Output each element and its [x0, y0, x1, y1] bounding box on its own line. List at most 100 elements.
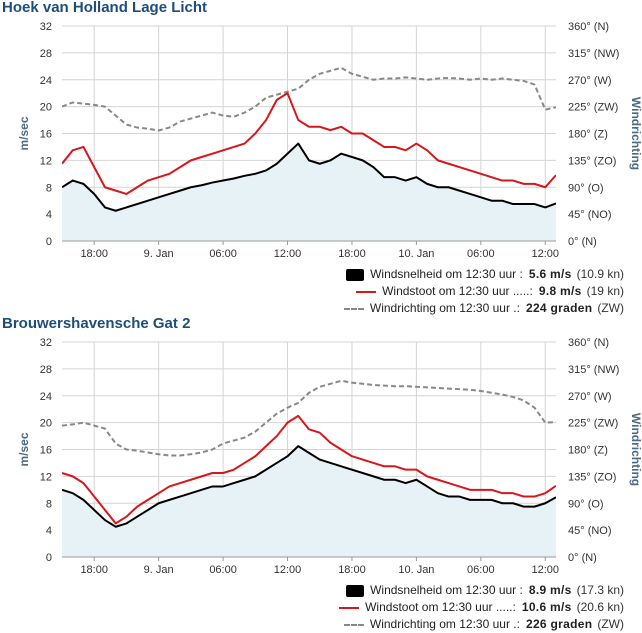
x-tick-label: 12:00 — [274, 248, 302, 260]
x-tick-label: 06:00 — [467, 248, 495, 260]
legend-red-line-icon — [339, 603, 360, 613]
legend-value: 5.6 m/s — [528, 267, 572, 281]
legend-value: 224 graden — [525, 301, 593, 315]
x-tick-label: 10. Jan — [398, 248, 434, 260]
legend-row-windsnelheid[interactable]: Windsnelheid om 12:30 uur : 8.9 m/s (17.3 … — [339, 582, 624, 599]
y-tick-label: 32 — [40, 21, 52, 33]
legend-row-windrichting[interactable]: Windrichting om 12:30 uur .: 226 graden (Z… — [339, 616, 624, 633]
legend-label: Windstoot om 12:30 uur .....: — [365, 600, 516, 614]
legend-red-line-icon — [356, 287, 377, 297]
x-tick-label: 12:00 — [274, 564, 302, 576]
x-tick-label: 18:00 — [80, 564, 108, 576]
y2-tick-label: 315° (NW) — [568, 48, 619, 60]
legend-value: 10.6 m/s — [521, 600, 572, 614]
y-tick-label: 28 — [40, 364, 52, 376]
x-tick-label: 06:00 — [467, 564, 495, 576]
legend-value: 8.9 m/s — [528, 583, 572, 597]
x-tick-label: 18:00 — [338, 248, 366, 260]
y-tick-label: 24 — [40, 391, 52, 403]
series-line-windstoot — [62, 414, 556, 525]
y-tick-label: 8 — [46, 182, 52, 194]
series-line-windsnelheid — [62, 142, 556, 212]
chart-legend: Windsnelheid om 12:30 uur : 8.9 m/s (17.3 … — [339, 582, 624, 633]
y-tick-label: 8 — [46, 498, 52, 510]
y2-tick-label: 360° (N) — [568, 21, 609, 33]
legend-row-windstoot[interactable]: Windstoot om 12:30 uur .....: 9.8 m/s (19 … — [344, 283, 624, 300]
legend-label: Windrichting om 12:30 uur .: — [369, 617, 520, 631]
legend-dashed-line-icon — [343, 620, 364, 630]
y2-tick-label: 0° (N) — [568, 236, 597, 248]
legend-conversion: (ZW) — [597, 301, 624, 315]
x-tick-label: 12:00 — [531, 564, 559, 576]
y2-tick-label: 0° (N) — [568, 552, 597, 564]
series-line-windstoot — [62, 92, 556, 195]
y2-tick-label: 180° (Z) — [568, 129, 608, 141]
series-line-windrichting — [62, 379, 556, 457]
y-axis-title: m/sec — [17, 116, 31, 150]
chart-legend: Windsnelheid om 12:30 uur : 5.6 m/s (10.9 … — [343, 266, 624, 317]
y2-tick-label: 315° (NW) — [568, 364, 619, 376]
wind-speed-area — [62, 143, 556, 241]
legend-row-windstoot[interactable]: Windstoot om 12:30 uur .....: 10.6 m/s (20… — [339, 599, 624, 616]
y2-tick-label: 270° (W) — [568, 75, 612, 87]
legend-label: Windsnelheid om 12:30 uur : — [370, 267, 523, 281]
y2-tick-label: 135° (ZO) — [568, 471, 616, 483]
y-tick-label: 4 — [46, 209, 52, 221]
legend-row-windrichting[interactable]: Windrichting om 12:30 uur .: 224 graden (Z… — [343, 300, 624, 317]
y2-tick-label: 180° (Z) — [568, 445, 608, 457]
series-line-windsnelheid — [62, 445, 556, 528]
wind-chart-hoek-van-holland: 0 4 8 12 16 20 24 28 32 0° (N) 45° (NO) 90° (O) 135°… — [17, 21, 642, 260]
legend-label: Windstoot om 12:30 uur .....: — [382, 284, 533, 298]
y2-tick-label: 45° (NO) — [568, 209, 612, 221]
plot-area — [62, 379, 556, 557]
chart-panel-hoek-van-holland: Hoek van Holland Lage Licht 0 4 8 12 16 20 24 2… — [0, 0, 642, 316]
y-tick-label: 20 — [40, 102, 52, 114]
y-axis-title: m/sec — [17, 432, 31, 466]
y2-tick-label: 360° (N) — [568, 337, 609, 349]
y-tick-label: 16 — [40, 445, 52, 457]
y-tick-label: 28 — [40, 48, 52, 60]
y-tick-label: 4 — [46, 525, 52, 537]
x-tick-label: 18:00 — [80, 248, 108, 260]
wind-chart-brouwershavensche-gat: 0 4 8 12 16 20 24 28 32 0° (N) 45° (NO) 90° (O) 135°… — [17, 337, 642, 576]
y-tick-label: 24 — [40, 75, 52, 87]
x-tick-label: 10. Jan — [398, 564, 434, 576]
x-tick-label: 06:00 — [209, 248, 237, 260]
x-tick-label: 12:00 — [531, 248, 559, 260]
y2-tick-label: 135° (ZO) — [568, 155, 616, 167]
y2-tick-label: 90° (O) — [568, 182, 604, 194]
y2-axis-title: Windrichting — [629, 413, 642, 486]
x-tick-label: 18:00 — [338, 564, 366, 576]
y-tick-label: 0 — [46, 236, 52, 248]
legend-black-box-icon — [346, 268, 365, 281]
legend-conversion: (ZW) — [597, 617, 624, 631]
y-tick-label: 12 — [40, 155, 52, 167]
legend-conversion: (20.6 kn) — [576, 600, 624, 614]
y2-tick-label: 270° (W) — [568, 391, 612, 403]
y2-tick-label: 225° (ZW) — [568, 102, 618, 114]
y-tick-label: 20 — [40, 418, 52, 430]
y-tick-label: 0 — [46, 552, 52, 564]
legend-value: 226 graden — [525, 617, 593, 631]
legend-label: Windrichting om 12:30 uur .: — [369, 301, 520, 315]
chart-panel-brouwershavensche-gat: Brouwershavensche Gat 2 0 4 8 12 16 20 24 28 32 0… — [0, 315, 642, 633]
plot-area — [62, 66, 556, 241]
wind-speed-area — [62, 446, 556, 557]
y2-tick-label: 90° (O) — [568, 498, 604, 510]
legend-row-windsnelheid[interactable]: Windsnelheid om 12:30 uur : 5.6 m/s (10.9 … — [344, 266, 624, 283]
y-tick-label: 16 — [40, 129, 52, 141]
legend-dashed-line-icon — [343, 304, 364, 314]
legend-value: 9.8 m/s — [538, 284, 582, 298]
x-tick-label: 9. Jan — [144, 248, 174, 260]
series-line-windrichting — [62, 66, 556, 132]
chart-title: Hoek van Holland Lage Licht — [2, 0, 208, 16]
y2-tick-label: 45° (NO) — [568, 525, 612, 537]
x-tick-label: 9. Jan — [144, 564, 174, 576]
legend-conversion: (19 kn) — [586, 284, 624, 298]
y-tick-label: 12 — [40, 471, 52, 483]
legend-black-box-icon — [346, 584, 365, 597]
legend-conversion: (17.3 kn) — [576, 583, 624, 597]
legend-conversion: (10.9 kn) — [576, 267, 624, 281]
chart-title: Brouwershavensche Gat 2 — [2, 315, 191, 332]
legend-label: Windsnelheid om 12:30 uur : — [370, 583, 523, 597]
